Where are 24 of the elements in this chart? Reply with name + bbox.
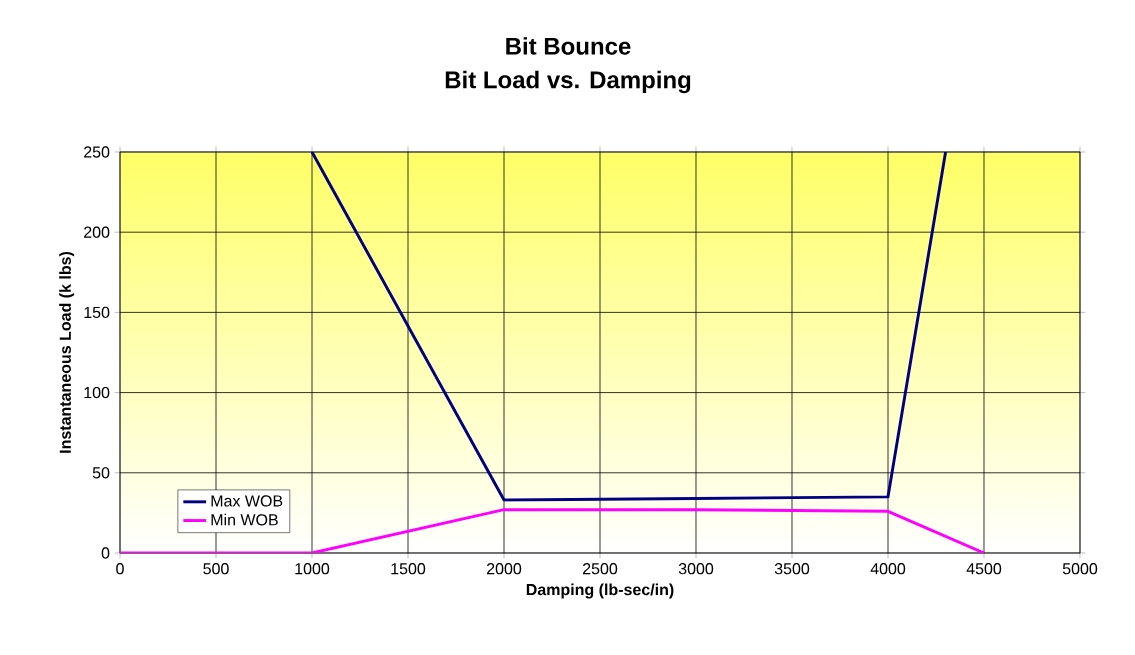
legend-label: Min WOB <box>211 513 278 526</box>
x-tick-label: 3500 <box>774 563 810 575</box>
x-tick-label: 1000 <box>295 563 330 575</box>
y-tick-label: 0 <box>101 547 110 559</box>
x-tick-label: 4000 <box>870 563 906 575</box>
x-tick-label: 4500 <box>966 563 1002 575</box>
legend-label: Max WOB <box>211 495 283 507</box>
chart-subtitle: Bit Load vs. Damping <box>445 70 691 94</box>
y-tick-label: 250 <box>84 146 110 158</box>
x-tick-label: 0 <box>116 563 124 575</box>
x-tick-label: 2000 <box>487 563 522 575</box>
x-tick-label: 2500 <box>583 563 618 575</box>
chart-title: Bit Bounce <box>506 37 631 55</box>
y-tick-label: 100 <box>84 386 110 399</box>
x-axis-title: Damping (lb-sec/in) <box>526 583 674 599</box>
y-tick-label: 200 <box>84 226 110 238</box>
x-tick-label: 1500 <box>391 563 426 575</box>
y-axis-title: Instantaneous Load (k lbs) <box>59 251 75 453</box>
line-series <box>310 151 948 502</box>
y-tick-label: 150 <box>84 306 110 319</box>
y-tick-label: 50 <box>92 467 110 479</box>
x-tick-label: 5000 <box>1062 563 1098 575</box>
x-tick-label: 3000 <box>678 563 714 575</box>
x-tick-label: 500 <box>203 563 229 575</box>
